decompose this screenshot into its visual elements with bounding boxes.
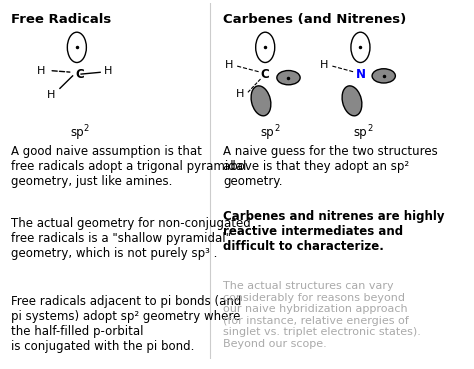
- Ellipse shape: [342, 86, 362, 116]
- Text: C: C: [76, 68, 85, 80]
- Text: 2: 2: [274, 124, 279, 133]
- Text: Carbenes and nitrenes are highly
reactive intermediates and
difficult to charact: Carbenes and nitrenes are highly reactiv…: [223, 210, 445, 253]
- Text: H: H: [320, 60, 328, 70]
- Text: A naive guess for the two structures
above is that they adopt an sp²
geometry.: A naive guess for the two structures abo…: [223, 145, 438, 189]
- Text: A good naive assumption is that
free radicals adopt a trigonal pyramidal
geometr: A good naive assumption is that free rad…: [11, 145, 246, 189]
- Ellipse shape: [277, 70, 300, 85]
- Ellipse shape: [372, 69, 395, 83]
- Text: C: C: [261, 68, 270, 80]
- Ellipse shape: [67, 32, 86, 62]
- Text: H: H: [236, 89, 244, 99]
- Text: The actual geometry for non-conjugated
free radicals is a "shallow pyramidal"
ge: The actual geometry for non-conjugated f…: [11, 217, 251, 260]
- Text: N: N: [356, 68, 365, 80]
- Ellipse shape: [351, 32, 370, 62]
- Text: H: H: [104, 66, 113, 76]
- Text: Free Radicals: Free Radicals: [11, 14, 111, 27]
- Text: The actual structures can vary
considerably for reasons beyond
our naive hybridi: The actual structures can vary considera…: [223, 281, 421, 349]
- Text: sp: sp: [70, 127, 84, 139]
- Text: 2: 2: [83, 124, 89, 133]
- Text: H: H: [47, 90, 55, 100]
- Text: 2: 2: [367, 124, 373, 133]
- Text: sp: sp: [261, 127, 274, 139]
- Text: Free radicals adjacent to pi bonds (and
pi systems) adopt sp² geometry where
the: Free radicals adjacent to pi bonds (and …: [11, 295, 242, 353]
- Text: Carbenes (and Nitrenes): Carbenes (and Nitrenes): [223, 14, 406, 27]
- Ellipse shape: [251, 86, 271, 116]
- Text: sp: sp: [354, 127, 367, 139]
- Ellipse shape: [255, 32, 275, 62]
- Text: H: H: [225, 60, 234, 70]
- Text: H: H: [36, 66, 45, 76]
